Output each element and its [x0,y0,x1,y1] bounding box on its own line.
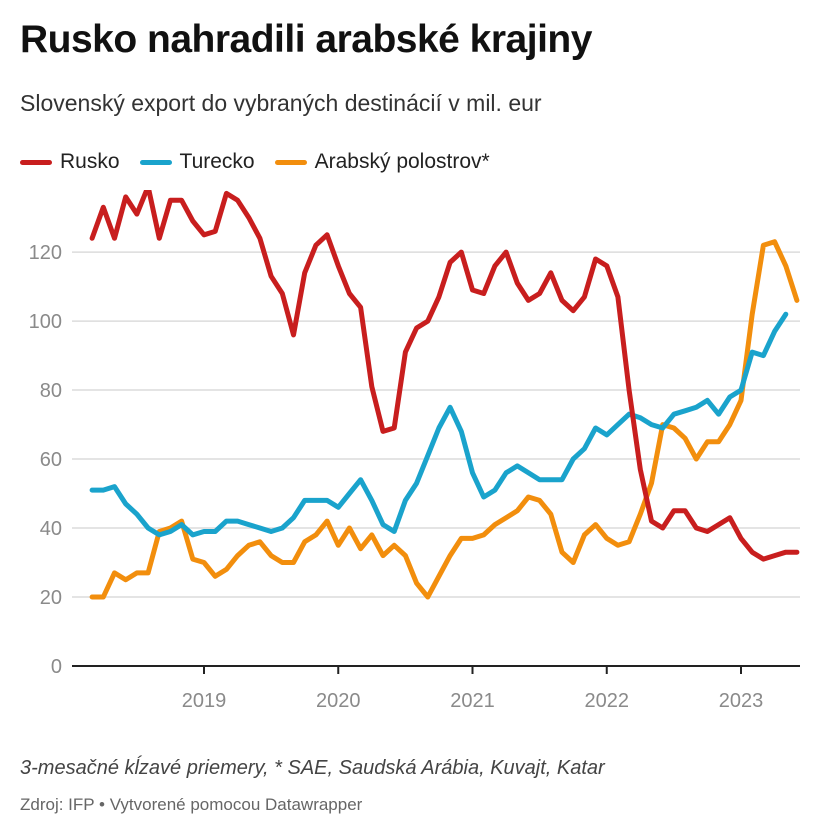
x-tick-label: 2020 [316,690,361,712]
x-tick-label: 2022 [585,690,630,712]
legend-label-turecko: Turecko [179,150,255,173]
y-tick-label: 120 [29,242,62,264]
chart-subtitle: Slovenský export do vybraných destinácií… [20,90,542,116]
y-tick-label: 0 [51,656,62,678]
y-tick-label: 40 [40,518,62,540]
series-line-turecko [89,311,789,538]
x-tick-label: 2021 [450,690,495,712]
chart-source: Zdroj: IFP • Vytvorené pomocou Datawrapp… [20,795,363,814]
legend-label-rusko: Rusko [60,150,120,173]
y-tick-label: 80 [40,380,62,402]
series-line-arabsky-polostrov [89,239,800,600]
chart-title: Rusko nahradili arabské krajiny [20,18,592,61]
legend: Rusko Turecko Arabský polostrov* [20,150,510,174]
x-tick-label: 2019 [182,690,227,712]
legend-swatch-rusko [20,159,52,165]
y-tick-label: 20 [40,587,62,609]
legend-swatch-arabsky-polostrov [274,159,307,165]
x-tick-label: 2023 [719,690,764,712]
y-tick-label: 60 [40,449,62,471]
legend-label-arabsky-polostrov: Arabský polostrov* [314,150,490,173]
legend-item-rusko: Rusko [20,150,120,174]
chart-note: 3-mesačné kĺzavé priemery, * SAE, Saudsk… [20,757,605,779]
series-line-rusko [89,190,800,562]
legend-swatch-turecko [139,159,172,165]
legend-item-turecko: Turecko [139,150,255,174]
y-tick-label: 100 [29,311,62,333]
legend-item-arabsky-polostrov: Arabský polostrov* [274,150,490,174]
line-chart: 0 20 40 60 80 100 120 2019 2020 2021 2022 2023 [29,190,800,712]
